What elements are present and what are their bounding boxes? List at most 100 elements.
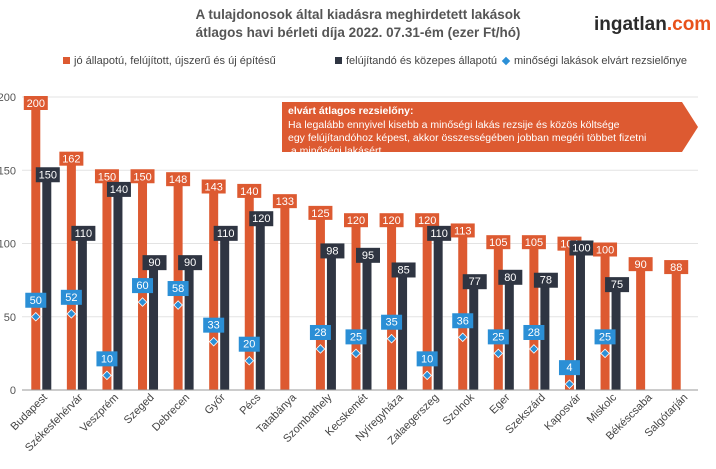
data-label-bg-renovate [249, 211, 274, 227]
data-label-bg-good [94, 169, 119, 184]
chart-title-line2: átlagos havi bérleti díja 2022. 07.31-ém… [196, 25, 521, 40]
bar-good-condition [31, 97, 41, 390]
data-label-bg-good [379, 213, 404, 228]
annotation-line-2: egy felújítandóhoz képest, akkor összess… [288, 132, 646, 144]
data-label-advantage: 20 [243, 339, 255, 351]
brand-logo-accent: .com [667, 14, 711, 35]
annotation-background [282, 102, 698, 152]
legend-label-renovate: felújítandó és közepes állapotú [346, 55, 497, 67]
bar-good-condition [209, 180, 219, 390]
marker-advantage [422, 370, 432, 381]
data-label-good: 120 [382, 215, 400, 227]
y-tick-label: 200 [0, 92, 16, 104]
data-label-renovate: 75 [611, 279, 623, 291]
data-label-bg-good [201, 179, 226, 194]
bar-good-condition [102, 170, 112, 390]
data-label-good: 162 [62, 154, 80, 166]
bar-renovate-condition [326, 246, 336, 390]
data-label-bg-advantage [238, 336, 260, 352]
bar-renovate-condition [77, 228, 87, 390]
data-label-bg-renovate [427, 225, 452, 241]
annotation-line-3: a minőségi lakásért [288, 145, 381, 157]
data-label-good: 105 [525, 237, 543, 249]
data-label-bg-renovate [498, 269, 523, 285]
legend-label-good: jó állapotú, felújított, újszerű és új é… [73, 55, 276, 67]
data-label-bg-renovate [71, 225, 96, 241]
data-label-good: 125 [311, 208, 329, 220]
data-label-renovate: 110 [430, 228, 448, 240]
bar-renovate-condition [42, 170, 52, 390]
data-label-bg-good [486, 235, 511, 250]
data-label-bg-advantage [523, 324, 545, 340]
x-category-label: Miskolc [585, 391, 620, 426]
data-label-renovate: 77 [469, 276, 481, 288]
marker-advantage [66, 309, 77, 319]
marker-advantage [529, 344, 539, 354]
annotation-box: elvárt átlagos rezsielőny: Ha legalább e… [282, 102, 698, 157]
bar-renovate-condition [362, 250, 372, 390]
data-label-bg-advantage [25, 292, 47, 308]
data-label-bg-advantage [60, 289, 82, 305]
data-label-bg-advantage [416, 351, 438, 367]
marker-advantage [600, 348, 610, 359]
bar-good-condition [636, 258, 646, 390]
data-label-advantage: 33 [208, 320, 220, 332]
bar-good-condition [422, 214, 432, 390]
legend-swatch-good [63, 57, 70, 64]
data-label-bg-renovate [35, 167, 60, 183]
data-label-bg-advantage [345, 329, 367, 345]
data-label-renovate: 110 [75, 228, 93, 240]
data-label-bg-advantage [487, 329, 509, 345]
marker-advantage [244, 355, 255, 366]
data-label-bg-advantage [558, 360, 580, 376]
x-category-label: Szeged [122, 392, 157, 427]
data-label-advantage: 50 [30, 295, 42, 307]
y-tick-label: 0 [10, 385, 16, 397]
data-label-good: 100 [596, 245, 614, 257]
data-label-bg-good [130, 169, 155, 184]
data-label-bg-advantage [594, 329, 616, 345]
marker-advantage [208, 336, 219, 347]
bar-good-condition [493, 236, 503, 390]
x-category-label: Pécs [238, 391, 264, 417]
marker-advantage [457, 332, 468, 343]
data-label-advantage: 25 [599, 331, 611, 343]
y-tick-label: 50 [4, 312, 16, 324]
data-label-bg-renovate [462, 274, 487, 290]
marker-advantage [493, 348, 504, 359]
data-label-renovate: 90 [184, 257, 196, 269]
data-label-renovate: 78 [540, 275, 552, 287]
bar-good-condition [244, 184, 254, 390]
data-label-bg-good [521, 235, 546, 250]
chart-title-line1: A tulajdonosok által kiadásra meghirdete… [195, 7, 521, 22]
data-label-bg-renovate [106, 181, 131, 197]
bars: 2001505016211052150140101509060148905814… [23, 96, 689, 390]
marker-advantage [386, 333, 397, 344]
data-label-bg-renovate [142, 255, 167, 271]
brand-logo: ingatlan.com [594, 14, 711, 35]
bar-renovate-condition [575, 243, 585, 390]
bar-good-condition [564, 237, 574, 390]
data-label-good: 140 [240, 186, 258, 198]
bar-good-condition [600, 243, 610, 390]
x-category-label: Kaposvár [542, 391, 584, 433]
data-label-renovate: 85 [397, 264, 409, 276]
data-label-good: 148 [169, 174, 187, 186]
data-label-bg-renovate [356, 247, 380, 263]
data-label-bg-advantage [381, 314, 403, 330]
data-label-good: 133 [276, 196, 294, 208]
x-category-label: Veszprém [78, 392, 121, 435]
bar-good-condition [280, 195, 290, 390]
data-label-good: 105 [489, 237, 507, 249]
data-label-renovate: 150 [39, 169, 57, 181]
data-label-bg-advantage [203, 317, 225, 333]
marker-advantage [137, 297, 148, 307]
data-label-good: 120 [347, 215, 365, 227]
data-label-advantage: 28 [528, 327, 540, 339]
brand-logo-main: ingatlan [594, 14, 667, 35]
data-label-advantage: 60 [136, 280, 148, 292]
data-label-good: 90 [635, 259, 647, 271]
bar-good-condition [315, 206, 325, 390]
x-category-label: Szolnok [441, 391, 478, 428]
annotation-title: elvárt átlagos rezsielőny: [288, 105, 413, 117]
